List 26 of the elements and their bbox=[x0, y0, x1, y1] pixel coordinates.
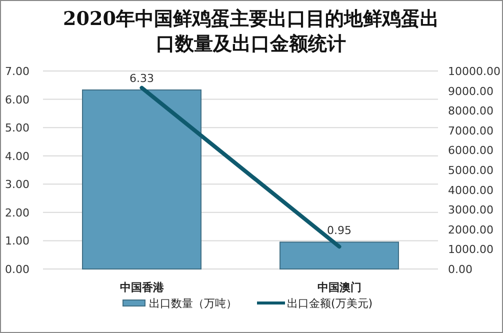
y2-tick-label: 7000.00 bbox=[448, 124, 494, 138]
y-tick-label: 7.00 bbox=[5, 65, 30, 78]
x-tick-label: 中国澳门 bbox=[317, 281, 362, 294]
x-tick-label: 中国香港 bbox=[120, 281, 165, 294]
chart-title: 2020年中国鲜鸡蛋主要出口目的地鲜鸡蛋出口数量及出口金额统计 bbox=[62, 7, 440, 57]
y-tick-label: 1.00 bbox=[5, 234, 30, 248]
data-label: 6.33 bbox=[130, 72, 154, 85]
y2-tick-label: 4000.00 bbox=[448, 184, 494, 197]
legend-label: 出口金额(万美元) bbox=[287, 297, 373, 310]
y-tick-label: 6.00 bbox=[5, 93, 30, 106]
y2-tick-label: 1000.00 bbox=[448, 243, 494, 256]
y-tick-label: 5.00 bbox=[5, 122, 30, 135]
legend-label: 出口数量（万吨） bbox=[149, 297, 237, 310]
y2-tick-label: 0.00 bbox=[448, 263, 472, 276]
y-tick-label: 4.00 bbox=[5, 150, 30, 163]
y-tick-label: 2.00 bbox=[5, 206, 30, 220]
y2-tick-label: 8000.00 bbox=[448, 104, 494, 118]
data-label: 0.95 bbox=[327, 224, 352, 238]
y2-tick-label: 6000.00 bbox=[448, 144, 494, 158]
y2-tick-label: 9000.00 bbox=[448, 84, 494, 98]
y2-tick-label: 2000.00 bbox=[448, 223, 494, 236]
y2-tick-label: 3000.00 bbox=[448, 204, 494, 217]
y2-tick-label: 5000.00 bbox=[448, 164, 494, 177]
y-tick-label: 0.00 bbox=[5, 263, 30, 276]
y-tick-label: 3.00 bbox=[5, 178, 30, 192]
y2-tick-label: 10000.00 bbox=[448, 65, 500, 78]
